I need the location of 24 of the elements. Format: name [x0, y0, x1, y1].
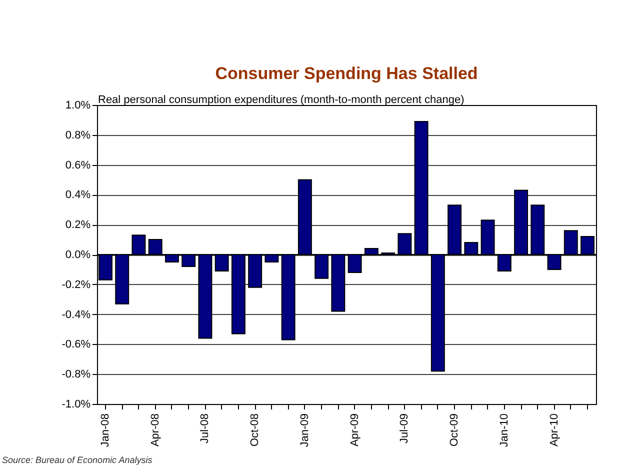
y-tick-label: 0.6% [65, 159, 91, 172]
source-note: Source: Bureau of Economic Analysis [2, 455, 152, 465]
x-tick-label: Jan-09 [298, 414, 311, 448]
y-tick-label: 1.0% [65, 100, 91, 112]
x-tick-label: Apr-08 [149, 414, 162, 447]
y-tick-label: -0.6% [62, 338, 91, 351]
y-tick-label: -0.2% [62, 278, 91, 291]
y-tick-label: -1.0% [62, 398, 91, 410]
chart-title: Consumer Spending Has Stalled [215, 64, 478, 83]
y-tick-label: -0.8% [62, 368, 91, 381]
x-tick-label: Oct-08 [249, 414, 262, 447]
x-tick-label: Apr-09 [348, 414, 361, 447]
chart-subtitle: Real personal consumption expenditures (month-to-month percent change) [98, 94, 464, 106]
x-tick-label: Jul-08 [199, 414, 212, 444]
x-tick-label: Oct-09 [448, 414, 461, 447]
x-tick-label: Jan-10 [498, 414, 510, 448]
y-tick-label: -0.4% [62, 308, 91, 321]
x-tick-label: Apr-10 [548, 414, 560, 447]
x-tick-label: Jan-08 [99, 414, 112, 448]
y-tick-label: 0.4% [65, 189, 91, 202]
y-tick-label: 0.0% [65, 249, 91, 261]
x-tick-label: Jul-09 [398, 414, 411, 444]
y-tick-label: 0.8% [65, 129, 91, 142]
y-tick-label: 0.2% [65, 219, 91, 232]
